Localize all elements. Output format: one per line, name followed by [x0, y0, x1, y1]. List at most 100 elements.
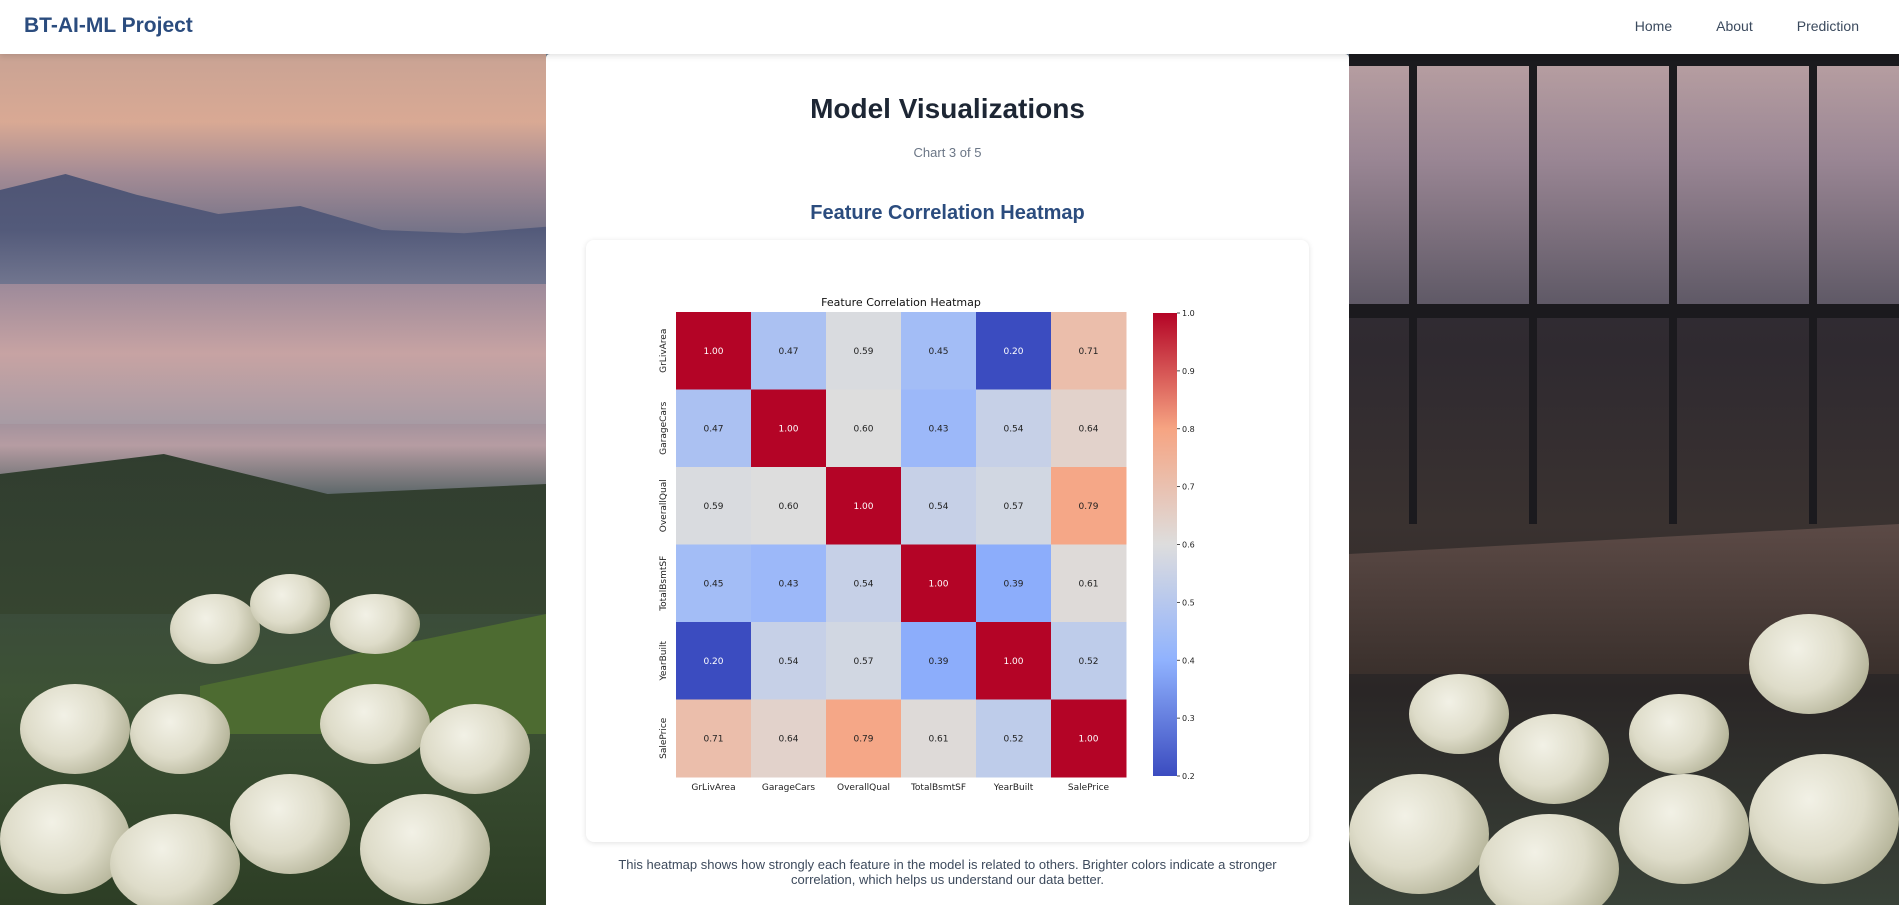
x-tick-label: GarageCars	[762, 783, 815, 793]
heatmap-cell	[676, 389, 752, 468]
cell-value-label: 1.00	[1078, 734, 1098, 744]
cell-value-label: 0.45	[928, 347, 948, 357]
cell-value-label: 0.71	[1078, 347, 1098, 357]
window-frame	[1529, 54, 1537, 524]
cell-value-label: 1.00	[853, 502, 873, 512]
brand-logo[interactable]: BT-AI-ML Project	[24, 14, 193, 37]
cell-value-label: 0.20	[1003, 347, 1023, 357]
visualization-panel: Model Visualizations Chart 3 of 5 Featur…	[546, 54, 1349, 905]
cell-value-label: 0.43	[778, 579, 798, 589]
heatmap-cell	[751, 467, 827, 545]
cell-value-label: 0.61	[928, 734, 948, 744]
background-photo-house	[1349, 54, 1899, 905]
navbar: BT-AI-ML Project Home About Prediction	[0, 0, 1899, 54]
cell-value-label: 0.60	[778, 502, 798, 512]
cell-value-label: 0.39	[928, 657, 948, 667]
heatmap-cell	[676, 544, 752, 623]
cell-value-label: 0.59	[703, 502, 723, 512]
flower-shape	[320, 684, 430, 764]
chart-heading: Feature Correlation Heatmap	[810, 202, 1085, 224]
cell-value-label: 0.39	[1003, 579, 1023, 589]
cell-value-label: 0.45	[703, 579, 723, 589]
flower-shape	[1749, 754, 1899, 884]
heatmap-cell	[751, 699, 827, 778]
colorbar-tick-label: 0.3	[1182, 714, 1195, 723]
colorbar-tick-label: 0.8	[1182, 425, 1195, 434]
window-frame	[1809, 54, 1817, 524]
heatmap-cell	[1051, 699, 1127, 778]
cell-value-label: 0.47	[778, 347, 798, 357]
heatmap-cell	[1051, 622, 1127, 700]
flower-shape	[1479, 814, 1619, 905]
flower-shape	[20, 684, 130, 774]
heatmap-cell	[1051, 544, 1127, 623]
cell-value-label: 0.57	[853, 657, 873, 667]
x-tick-label: TotalBsmtSF	[910, 783, 966, 793]
heatmap-cell	[976, 389, 1052, 468]
window-frame	[1409, 54, 1417, 524]
heatmap-cell	[901, 699, 977, 778]
heatmap-cell	[1051, 312, 1127, 390]
cell-value-label: 0.54	[1003, 424, 1023, 434]
nav-link-home[interactable]: Home	[1634, 18, 1673, 34]
heatmap-cell	[901, 389, 977, 468]
flower-shape	[330, 594, 420, 654]
cell-value-label: 0.71	[703, 734, 723, 744]
x-tick-label: SalePrice	[1068, 783, 1110, 793]
colorbar-tick-label: 0.2	[1182, 772, 1195, 781]
colorbar-tick-label: 1.0	[1182, 309, 1195, 318]
heatmap-cell	[826, 622, 902, 700]
heatmap-cell	[976, 467, 1052, 545]
heatmap-cell	[1051, 467, 1127, 545]
flower-shape	[250, 574, 330, 634]
nav-link-about[interactable]: About	[1716, 18, 1753, 34]
y-tick-label: GrLivArea	[659, 329, 669, 373]
window-reflection	[1349, 54, 1899, 314]
chart-card: Feature Correlation Heatmap 1.00 0.47 0.59 0…	[586, 240, 1309, 842]
background-photo-lake	[0, 54, 546, 905]
flower-shape	[110, 814, 240, 905]
heatmap-cell	[676, 467, 752, 545]
heatmap-cell	[751, 389, 827, 468]
cell-value-label: 0.64	[778, 734, 798, 744]
nav-links: Home About Prediction	[1591, 18, 1859, 34]
flower-shape	[1499, 714, 1609, 804]
cell-value-label: 0.59	[853, 347, 873, 357]
flower-shape	[1349, 774, 1489, 894]
heatmap-cell	[1051, 389, 1127, 468]
heatmap-cell	[901, 467, 977, 545]
x-tick-label: YearBuilt	[993, 783, 1034, 793]
cell-value-label: 1.00	[1003, 657, 1023, 667]
heatmap-cell	[976, 312, 1052, 390]
nav-link-prediction[interactable]: Prediction	[1796, 18, 1859, 34]
heatmap-cell	[751, 312, 827, 390]
heatmap-cell	[751, 622, 827, 700]
cell-value-label: 0.47	[703, 424, 723, 434]
heatmap-cell	[676, 699, 752, 778]
cell-value-label: 1.00	[703, 347, 723, 357]
heatmap-cell	[901, 312, 977, 390]
cell-value-label: 0.79	[1078, 502, 1098, 512]
cell-value-label: 0.61	[1078, 579, 1098, 589]
page-title: Model Visualizations	[810, 93, 1085, 124]
heatmap-cell	[826, 544, 902, 623]
cell-value-label: 0.57	[1003, 502, 1023, 512]
flower-shape	[0, 784, 130, 894]
colorbar-tick-label: 0.4	[1182, 656, 1195, 665]
colorbar-tick-label: 0.6	[1182, 541, 1195, 550]
heatmap-cell	[826, 467, 902, 545]
y-tick-label: OverallQual	[659, 479, 669, 532]
heatmap-cell	[826, 389, 902, 468]
window-frame	[1349, 54, 1899, 66]
flower-shape	[420, 704, 530, 794]
y-tick-label: TotalBsmtSF	[659, 556, 669, 612]
x-tick-label: GrLivArea	[691, 783, 735, 793]
x-tick-label: OverallQual	[837, 783, 890, 793]
cell-value-label: 0.43	[928, 424, 948, 434]
cell-value-label: 1.00	[778, 424, 798, 434]
flower-shape	[1619, 774, 1749, 884]
chart-description: This heatmap shows how strongly each fea…	[618, 857, 1277, 887]
cell-value-label: 0.54	[778, 657, 798, 667]
cell-value-label: 1.00	[928, 579, 948, 589]
cell-value-label: 0.79	[853, 734, 873, 744]
